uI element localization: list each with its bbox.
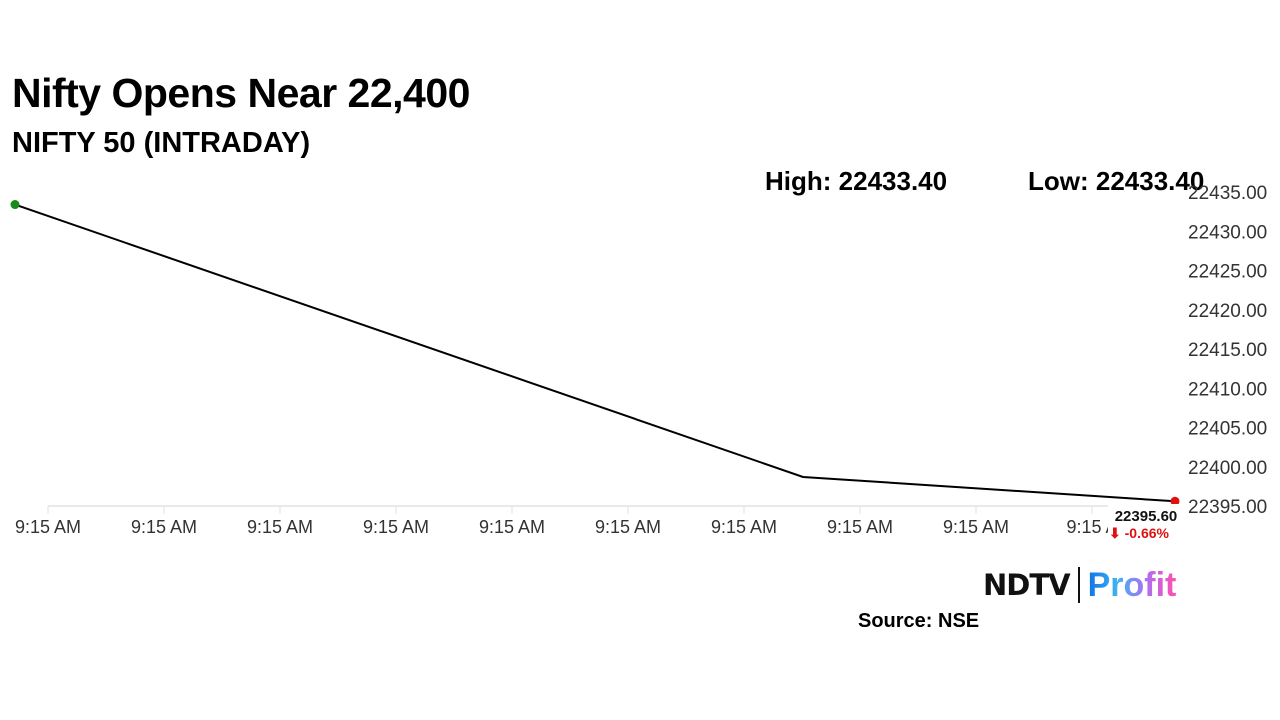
x-tick-label: 9:15 AM <box>595 517 661 537</box>
y-tick-label: 22395.00 <box>1188 497 1267 518</box>
y-tick-label: 22410.00 <box>1188 379 1267 400</box>
source-note: Source: NSE <box>858 610 980 632</box>
ndtv-profit-logo: NDTV Profit <box>983 565 1176 605</box>
x-tick-label: 9:15 AM <box>479 517 545 537</box>
x-tick-label: 9:15 AM <box>943 517 1009 537</box>
logo-divider <box>1077 567 1080 603</box>
last-value-bg <box>1108 504 1180 542</box>
x-tick-label: 9:15 AM <box>711 517 777 537</box>
x-tick-label: 9:15 AM <box>131 517 197 537</box>
y-tick-label: 22425.00 <box>1188 262 1267 283</box>
price-line <box>14 203 1176 503</box>
data-point <box>1170 496 1180 506</box>
y-tick-label: 22400.00 <box>1188 458 1267 479</box>
x-tick-label: 9:15 AM <box>827 517 893 537</box>
x-tick-label: 9:15 AM <box>247 517 313 537</box>
low-value: Low: 22433.40 <box>1028 166 1205 196</box>
x-tick-label: 9:15 A <box>1066 517 1117 537</box>
y-tick-label: 22430.00 <box>1188 222 1267 243</box>
chart-title: Nifty Opens Near 22,400 <box>12 70 470 116</box>
x-tick-label: 9:15 AM <box>363 517 429 537</box>
y-tick-label: 22405.00 <box>1188 419 1267 440</box>
y-tick-label: 22420.00 <box>1188 301 1267 322</box>
high-value: High: 22433.40 <box>765 166 948 196</box>
y-tick-label: 22415.00 <box>1188 340 1267 361</box>
x-tick-label: 9:15 AM <box>15 517 81 537</box>
y-tick-label: 22435.00 <box>1188 183 1267 204</box>
change-label: ⬇ -0.66% <box>1109 525 1170 541</box>
data-point <box>10 200 20 210</box>
chart-subtitle: NIFTY 50 (INTRADAY) <box>12 127 311 159</box>
last-value-label: 22395.60 <box>1115 508 1178 525</box>
logo-profit: Profit <box>1087 565 1177 604</box>
logo-ndtv: NDTV <box>983 568 1071 602</box>
